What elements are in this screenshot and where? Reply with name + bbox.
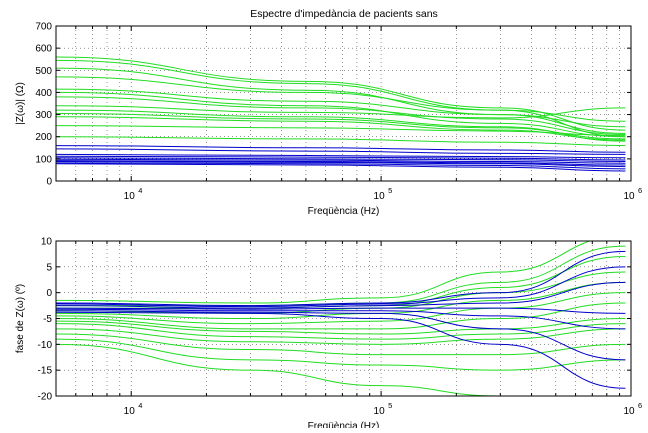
magnitude-series-line-green-4 — [56, 88, 626, 128]
magnitude-series-line-green-2 — [56, 67, 626, 134]
magnitude-ytick-label: 700 — [35, 22, 52, 33]
magnitude-xtick-label-exponent: 6 — [638, 186, 642, 195]
phase-ytick-label: -20 — [38, 392, 53, 403]
magnitude-plot: 0100200300400500600700104105106Freqüènci… — [15, 22, 642, 218]
magnitude-series-line-blue-22 — [56, 163, 626, 172]
magnitude-series-line-green-1 — [56, 59, 626, 138]
phase-series-line-blue-18 — [56, 310, 626, 361]
magnitude-series-line-blue-20 — [56, 161, 626, 168]
magnitude-series-line-blue-18 — [56, 158, 626, 164]
magnitude-ytick-label: 600 — [35, 44, 52, 55]
magnitude-series-line-green-3 — [56, 76, 626, 122]
magnitude-series-line-blue-17 — [56, 157, 626, 163]
phase-series-line-blue-13 — [56, 250, 626, 307]
magnitude-xtick-label-exponent: 5 — [388, 186, 392, 195]
phase-ylabel: fase de Z(ω) (º) — [15, 284, 26, 353]
phase-series-line-green-12 — [56, 343, 626, 396]
phase-series-line-green-7 — [56, 318, 626, 335]
magnitude-series-line-green-0 — [56, 56, 626, 131]
phase-ytick-label: 5 — [46, 262, 52, 273]
phase-xtick-label-exponent: 6 — [638, 401, 642, 410]
magnitude-series-group — [56, 56, 626, 172]
magnitude-series-line-green-12 — [56, 136, 626, 147]
magnitude-ylabel: |Z(ω)| (Ω) — [15, 82, 26, 125]
phase-xtick-label: 10 — [374, 406, 386, 417]
phase-xtick-label: 10 — [623, 406, 635, 417]
phase-series-line-green-5 — [56, 292, 626, 325]
magnitude-xtick-label-exponent: 4 — [138, 186, 142, 195]
magnitude-ytick-label: 400 — [35, 88, 52, 99]
magnitude-ytick-label: 300 — [35, 110, 52, 121]
phase-series-line-green-0 — [56, 241, 592, 304]
phase-xtick-label-exponent: 4 — [138, 401, 142, 410]
magnitude-series-line-green-10 — [56, 116, 626, 141]
figure-title: Espectre d'impedància de pacients sans — [250, 8, 438, 20]
phase-ytick-label: -15 — [38, 366, 53, 377]
magnitude-ytick-label: 100 — [35, 154, 52, 165]
magnitude-series-line-green-7 — [56, 105, 626, 119]
magnitude-series-line-green-5 — [56, 91, 626, 138]
phase-series-line-blue-17 — [56, 308, 626, 330]
phase-xlabel: Freqüència (Hz) — [308, 421, 380, 428]
magnitude-series-line-blue-19 — [56, 160, 626, 166]
phase-xtick-label: 10 — [124, 406, 136, 417]
magnitude-ytick-label: 500 — [35, 66, 52, 77]
magnitude-ytick-label: 200 — [35, 132, 52, 143]
phase-series-line-blue-14 — [56, 266, 626, 308]
magnitude-xtick-label: 10 — [374, 191, 386, 202]
magnitude-series-line-blue-15 — [56, 153, 626, 159]
magnitude-xtick-label: 10 — [124, 191, 136, 202]
magnitude-xtick-label: 10 — [623, 191, 635, 202]
phase-series-group — [56, 241, 626, 396]
magnitude-series-line-green-9 — [56, 112, 626, 140]
magnitude-series-line-green-11 — [56, 125, 626, 137]
phase-ytick-label: -10 — [38, 340, 53, 351]
phase-series-line-blue-16 — [56, 307, 626, 314]
phase-ytick-label: -5 — [43, 314, 52, 325]
phase-series-line-blue-19 — [56, 311, 626, 389]
magnitude-series-line-blue-13 — [56, 145, 626, 153]
phase-ytick-label: 10 — [41, 237, 53, 248]
phase-ytick-label: 0 — [46, 288, 52, 299]
phase-series-line-green-6 — [56, 302, 626, 330]
phase-series-line-green-8 — [56, 323, 626, 340]
phase-series-line-blue-15 — [56, 281, 626, 309]
magnitude-series-line-green-6 — [56, 96, 626, 135]
phase-series-line-green-11 — [56, 338, 626, 371]
magnitude-xlabel: Freqüència (Hz) — [308, 206, 380, 217]
magnitude-series-line-blue-14 — [56, 148, 626, 155]
phase-series-line-green-9 — [56, 328, 626, 345]
magnitude-ytick-label: 0 — [46, 177, 52, 188]
magnitude-series-line-blue-16 — [56, 155, 626, 161]
phase-xtick-label-exponent: 5 — [388, 401, 392, 410]
magnitude-axes-frame — [55, 25, 632, 182]
magnitude-series-line-blue-21 — [56, 162, 626, 170]
